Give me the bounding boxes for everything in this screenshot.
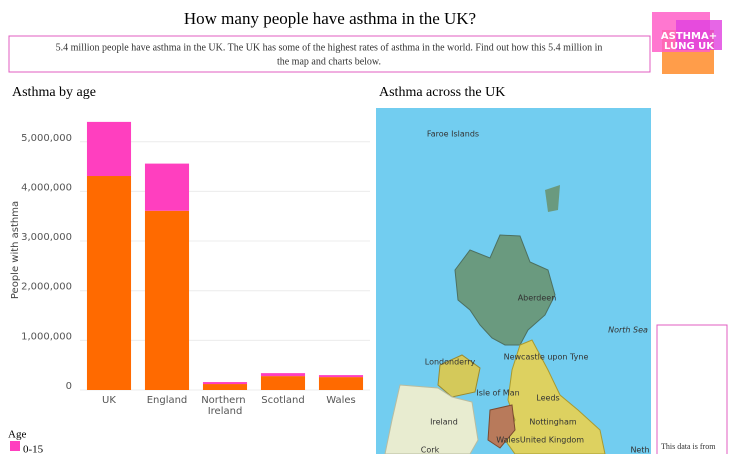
region-shetland	[545, 185, 560, 212]
x-tick-label: Northern Ireland	[201, 395, 249, 417]
map-label: Neth	[630, 446, 649, 454]
intro-text: 5.4 million people have asthma in the UK…	[56, 42, 603, 53]
legend: 0-15	[10, 441, 44, 454]
map-label: North Sea	[608, 326, 648, 335]
region-england	[504, 339, 606, 454]
logo-text: ASTHMA+	[661, 31, 717, 42]
bar-segment	[202, 384, 248, 390]
map-label: Nottingham	[529, 418, 576, 427]
region-ni	[437, 354, 481, 398]
legend-title: Age	[8, 429, 26, 441]
map-label: Leeds	[536, 394, 559, 403]
region-wales	[487, 404, 516, 449]
legend-swatch	[10, 441, 20, 451]
map: Faroe Islands Aberdeen North Sea Londond…	[376, 108, 651, 454]
map-label: Londonderry	[425, 358, 476, 367]
map-label: Cork	[421, 446, 440, 454]
x-tick-label: UK	[102, 395, 116, 406]
bar-segment	[144, 163, 190, 211]
legend-label: 0-15	[23, 444, 44, 454]
region-ireland	[384, 384, 479, 454]
map-label: Newcastle upon Tyne	[504, 353, 589, 362]
y-tick-label: 2,000,000	[21, 282, 72, 293]
map-label: Ireland	[430, 418, 458, 427]
bar-segment	[202, 382, 248, 385]
map-title: Asthma across the UK	[379, 85, 505, 100]
info-box	[656, 324, 728, 454]
map-label: Aberdeen	[518, 294, 557, 303]
page-title: How many people have asthma in the UK?	[184, 9, 476, 28]
bar-segment	[318, 375, 364, 378]
logo: ASTHMA+ LUNG UK	[652, 12, 722, 74]
x-tick-label: Scotland	[261, 395, 304, 406]
intro-box	[8, 35, 651, 73]
chart-title: Asthma by age	[12, 85, 96, 100]
map-label: Faroe Islands	[427, 130, 479, 139]
x-tick-label: England	[147, 395, 188, 406]
bar-segment	[144, 210, 190, 390]
y-tick-label: 4,000,000	[21, 182, 72, 193]
logo-shape	[676, 20, 722, 50]
region-scotland	[454, 234, 556, 346]
y-tick-label: 0	[66, 381, 72, 392]
map-label: United Kingdom	[520, 436, 584, 445]
map-label: Wales	[496, 436, 520, 445]
bar-segment	[260, 376, 306, 390]
bar-segment	[86, 121, 132, 177]
map-label: Isle of Man	[476, 389, 519, 398]
y-tick-label: 3,000,000	[21, 232, 72, 243]
intro-text: the map and charts below.	[277, 56, 381, 67]
x-tick-label: Wales	[326, 395, 356, 406]
y-axis-label: People with asthma	[10, 201, 21, 299]
bar-segment	[260, 373, 306, 377]
bar-segment	[86, 176, 132, 390]
y-tick-label: 1,000,000	[21, 331, 72, 342]
info-text: This data is from	[661, 442, 716, 451]
y-tick-label: 5,000,000	[21, 133, 72, 144]
logo-text: LUNG UK	[664, 41, 715, 52]
bar-segment	[318, 377, 364, 390]
